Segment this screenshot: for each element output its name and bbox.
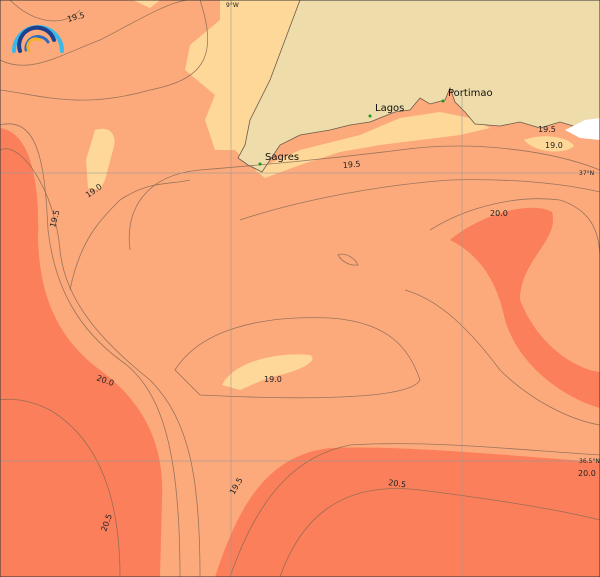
contour-label: 20.0 (490, 209, 508, 218)
city-label-portimao: Portimao (448, 88, 493, 99)
cool-region-algarve (255, 112, 490, 178)
land-portugal (237, 0, 600, 173)
city-marker-sagres (258, 162, 262, 166)
contour-label: 19.5 (342, 159, 361, 170)
contour-label: 19.5 (48, 209, 61, 229)
warm-region-east (450, 207, 600, 408)
contour-label: 20.5 (388, 478, 407, 489)
city-marker-lagos (368, 114, 372, 118)
city-label-lagos: Lagos (375, 103, 404, 114)
lat-label-37n: 37°N (579, 170, 594, 177)
lon-label-9w: 9°W (226, 2, 239, 9)
warm-region-west (0, 128, 163, 577)
city-label-sagres: Sagres (265, 152, 299, 163)
cool-region-east-blob (524, 136, 574, 152)
cool-region-west-blob (86, 128, 115, 190)
lat-label-36-5n: 36.5°N (579, 458, 600, 465)
contour-label: 19.0 (545, 141, 563, 150)
contour-label: 19.5 (538, 125, 556, 134)
cool-region-center-blob (222, 354, 313, 390)
cool-region-north (133, 0, 160, 8)
contour-label: 19.5 (66, 11, 86, 24)
contour-label: 19.0 (264, 375, 282, 384)
city-marker-portimao (441, 99, 445, 103)
contour-label: 20.0 (578, 469, 596, 478)
rainbow-arcs-logo (12, 25, 64, 53)
no-data-region (565, 118, 600, 140)
warm-region-south (215, 447, 600, 577)
